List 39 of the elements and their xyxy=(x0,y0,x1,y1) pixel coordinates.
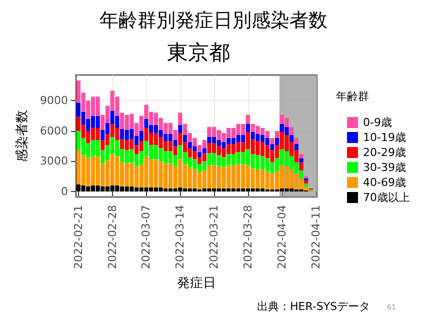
bar xyxy=(246,124,250,132)
x-tick-label: 2022-03-14 xyxy=(174,205,187,269)
bar xyxy=(299,162,304,170)
x-tick-label: 2022-04-11 xyxy=(309,205,322,269)
x-tick-label: 2022-03-21 xyxy=(208,205,221,269)
y-axis-title: 感染者数 xyxy=(15,110,30,162)
chart-title: 年齢群別発症日別感染者数 xyxy=(100,10,328,32)
bar xyxy=(299,158,304,162)
bar xyxy=(182,134,188,142)
legend-label: 70歳以上 xyxy=(363,191,410,204)
legend-label: 0-9歳 xyxy=(363,116,392,129)
bar xyxy=(299,154,304,158)
y-tick-label: 9000 xyxy=(40,94,68,108)
bar xyxy=(294,138,298,144)
legend-title: 年齢群 xyxy=(336,90,369,103)
x-axis-title: 発症日 xyxy=(177,276,216,291)
bar xyxy=(290,134,294,142)
y-tick-label: 0 xyxy=(61,184,68,198)
x-tick-label: 2022-03-07 xyxy=(140,205,153,269)
bar xyxy=(246,114,250,124)
y-tick-label: 6000 xyxy=(40,124,68,138)
source-note: 出典：HER-SYSデータ xyxy=(257,300,370,313)
legend-label: 10-19歳 xyxy=(363,131,406,144)
bar xyxy=(304,183,308,186)
bar xyxy=(304,180,308,184)
legend-label: 40-69歳 xyxy=(363,176,406,189)
legend-label: 20-29歳 xyxy=(363,146,406,159)
x-tick-label: 2022-02-21 xyxy=(72,205,85,269)
bar xyxy=(290,126,294,135)
y-tick-label: 3000 xyxy=(40,154,68,168)
chart-subtitle: 東京都 xyxy=(167,40,230,64)
x-tick-label: 2022-04-04 xyxy=(275,205,288,269)
bar xyxy=(270,138,274,144)
x-tick-label: 2022-03-28 xyxy=(241,205,254,269)
bar xyxy=(294,144,298,150)
bar xyxy=(178,124,182,133)
x-tick-label: 2022-02-28 xyxy=(106,205,119,269)
legend-label: 30-39歳 xyxy=(363,161,406,174)
bar xyxy=(274,130,280,138)
